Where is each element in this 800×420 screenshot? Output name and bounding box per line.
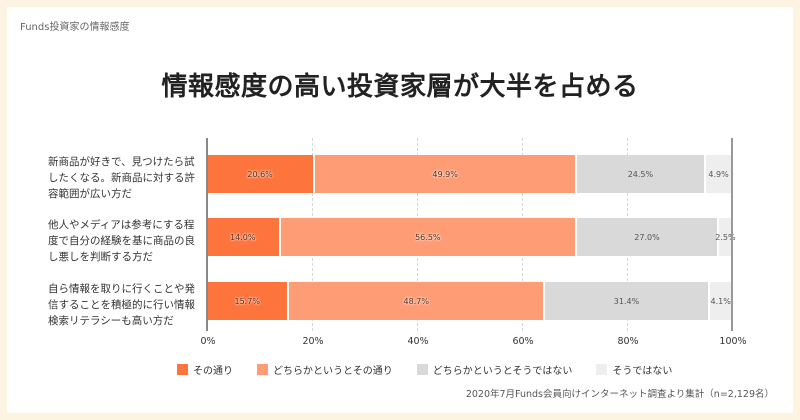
legend-item: どちらかというとそうではない [416,362,573,377]
bar-row: 15.7% 48.7% 31.4% 4.1% [207,282,732,320]
bar-segment-somewhat-agree: 48.7% [289,282,546,320]
category-label: 自ら情報を取りに行くことや発信することを積極的に行い情報検索リテラシーも高い方だ [48,283,195,327]
legend: その通り どちらかというとその通り どちらかというとそうではない そうではない [177,362,672,377]
bar-row: 20.6% 49.9% 24.5% 4.9% [207,155,732,193]
x-tick-label: 80% [617,336,639,347]
x-tick-label: 20% [302,336,324,347]
x-tick-label: 40% [407,336,429,347]
chart-title: 情報感度の高い投資家層が大半を占める [161,72,639,102]
legend-item: その通り [177,362,233,377]
bar-segment-somewhat-disagree: 31.4% [545,282,710,320]
x-axis-max-line [731,138,733,331]
legend-item: どちらかというとその通り [257,362,393,377]
bar-segment-disagree: 4.9% [705,155,732,193]
x-tick-label: 0% [200,336,216,347]
y-axis-line [206,138,208,331]
bar-row: 14.0% 56.5% 27.0% 2.5% [207,218,736,256]
x-tick-label: 100% [719,336,747,347]
source-footnote: 2020年7月Funds会員向けインターネット調査より集計（n=2,129名） [465,389,774,400]
category-label: 他人やメディアは参考にする程度で自分の経験を基に商品の良し悪しを判断する方だ [48,219,195,263]
legend-label: そうではない [612,366,673,377]
legend-swatch-icon [416,364,428,375]
legend-swatch-icon [177,364,188,375]
legend-label: どちらかというとその通り [273,366,393,377]
bar-segment-somewhat-disagree: 27.0% [577,218,719,256]
bar-segment-somewhat-disagree: 24.5% [577,155,706,193]
legend-label: どちらかというとそうではない [432,366,573,377]
bar-segment-strongly-agree: 15.7% [207,282,290,320]
chart-subtitle: Funds投資家の情報感度 [20,22,130,33]
x-tick-label: 60% [512,336,534,347]
legend-label: その通り [193,366,233,377]
legend-swatch-icon [257,364,268,375]
bar-segment-disagree: 2.5% [715,218,736,256]
legend-swatch-icon [596,364,608,375]
bar-segment-disagree: 4.1% [709,282,732,320]
bar-segment-somewhat-agree: 49.9% [315,155,578,193]
legend-item: そうではない [596,362,672,377]
bar-segment-somewhat-agree: 56.5% [280,218,578,256]
chart-card [7,7,793,413]
bar-segment-strongly-agree: 14.0% [207,218,281,256]
category-label: 新商品が好きで、見つけたら試したくなる。新商品に対する許容範囲が広い方だ [48,156,195,200]
bar-segment-strongly-agree: 20.6% [207,155,316,193]
